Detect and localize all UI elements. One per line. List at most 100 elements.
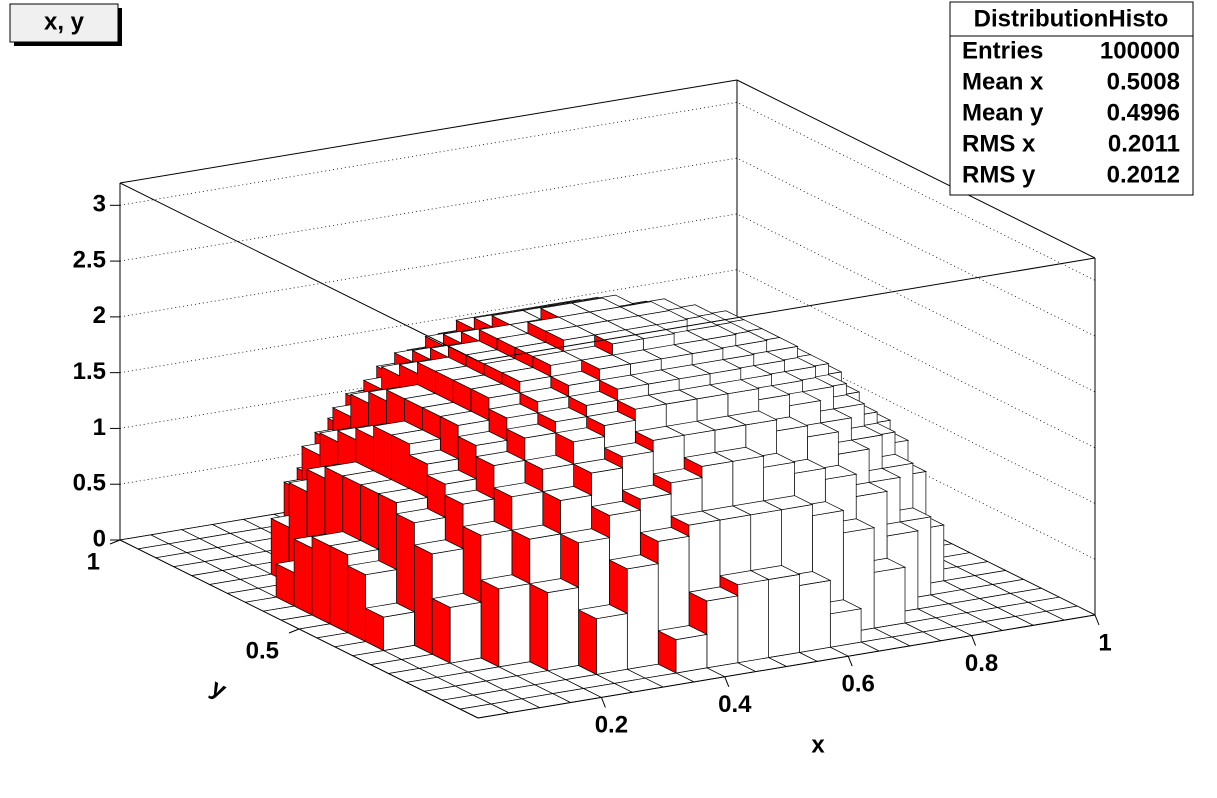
bar-top: [413, 539, 465, 555]
x-tick: [1094, 614, 1100, 626]
grid-line: [119, 213, 1096, 393]
bar-front: [626, 563, 659, 670]
stats-label: Mean x: [962, 68, 1044, 95]
bar-front: [449, 601, 482, 664]
bar-top: [639, 527, 691, 542]
bar-top: [505, 423, 557, 439]
stats-title: DistributionHisto: [974, 5, 1169, 32]
bar-top: [590, 500, 642, 516]
bar-side: [414, 544, 433, 655]
grid-line: [119, 101, 1096, 281]
bar-top: [687, 586, 739, 602]
x-tick: [600, 697, 606, 708]
bar-front: [675, 633, 708, 674]
x-axis-title: x: [811, 731, 825, 758]
y-tick: [109, 539, 121, 545]
box-edge: [119, 79, 738, 184]
bar-front: [737, 579, 769, 664]
x-tick: [847, 656, 853, 667]
z-tick-label: 1: [93, 414, 106, 441]
z-tick-label: 0: [93, 525, 106, 552]
bar-top: [603, 442, 655, 458]
bar-top: [621, 484, 673, 500]
bar-top: [492, 482, 544, 498]
bar-front: [596, 613, 628, 675]
bar-top: [487, 403, 539, 419]
z-tick-label: 2: [93, 302, 106, 329]
bar-top: [426, 469, 478, 485]
stats-box: DistributionHisto Entries 100000 Mean x 0.5…: [949, 1, 1194, 196]
bar-top: [541, 486, 593, 501]
x-tick-label: 0.8: [965, 650, 998, 677]
bar-top: [377, 488, 429, 503]
bar-front: [799, 579, 831, 653]
bar-top: [390, 429, 442, 445]
bar-top: [657, 625, 709, 640]
box-edge: [119, 182, 479, 362]
bar-top: [616, 394, 668, 410]
z-tick-label: 3: [93, 191, 106, 218]
bar-front: [829, 608, 862, 648]
bar-top: [585, 411, 637, 426]
bar-top: [500, 367, 552, 382]
bar-top: [469, 383, 522, 399]
bar-top: [567, 391, 619, 406]
bar-top: [549, 370, 601, 386]
x-axis: [477, 614, 1096, 719]
bar-side: [329, 545, 349, 634]
z-tick-label: 1.5: [73, 358, 106, 385]
box-edge: [477, 257, 1096, 362]
grid-line: [119, 157, 1096, 337]
stats-label: Entries: [962, 37, 1043, 64]
stats-frame: [949, 1, 1194, 196]
bar-top: [634, 425, 686, 441]
grid-line: [119, 269, 1096, 449]
stats-value: 0.4996: [1107, 99, 1180, 126]
bar-top: [444, 489, 496, 505]
z-tick-label: 2.5: [73, 246, 106, 273]
bar-top: [431, 593, 483, 608]
grid-line: [119, 324, 1096, 504]
bar-front: [873, 566, 906, 629]
stats-value: 100000: [1100, 37, 1180, 64]
bar-top: [518, 387, 570, 403]
x-tick-label: 1: [1098, 629, 1111, 656]
bar-top: [608, 554, 660, 570]
bar-top: [531, 350, 583, 366]
stats-value: 0.5008: [1107, 68, 1180, 95]
x-tick-label: 0.6: [842, 671, 875, 698]
bar-side: [480, 579, 500, 668]
bar-top: [408, 449, 460, 465]
bar-front: [706, 595, 739, 669]
bar-side: [311, 536, 331, 625]
bar-front: [547, 587, 579, 672]
bar-top: [682, 452, 734, 467]
bar-top: [510, 524, 562, 540]
bar-top: [559, 528, 611, 544]
bar-top: [718, 570, 770, 586]
bar-top: [461, 520, 514, 536]
bar-top: [598, 374, 650, 390]
stats-label: RMS x: [962, 130, 1036, 157]
bar-front: [768, 573, 800, 659]
bar-top: [474, 451, 527, 466]
bar-top: [669, 510, 722, 526]
z-tick-label: 0.5: [73, 470, 106, 497]
chart-title: x, y: [44, 8, 85, 35]
bar-top: [536, 407, 588, 423]
bar-top: [346, 560, 398, 576]
bar-side: [293, 538, 313, 616]
y-tick-label: 1: [87, 548, 100, 575]
title-box: [9, 3, 119, 43]
bar-top: [479, 574, 531, 590]
stats-value: 0.2011: [1108, 130, 1180, 157]
bar-top: [577, 604, 629, 620]
bar-top: [439, 410, 491, 426]
bar-top: [523, 454, 575, 470]
bar-top: [364, 602, 416, 618]
bar-top: [528, 578, 580, 593]
bar-top: [544, 325, 596, 341]
bar-top: [652, 468, 704, 484]
bar-side: [347, 565, 366, 643]
bar-top: [593, 329, 645, 345]
